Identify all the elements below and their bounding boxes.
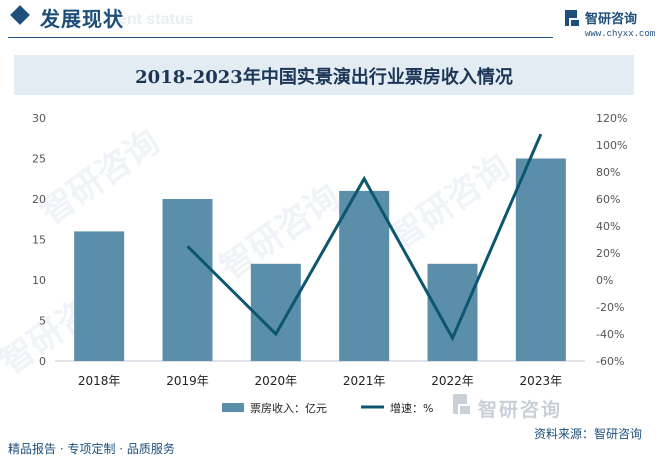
bar (427, 263, 478, 361)
brand-logo-icon (565, 10, 579, 26)
legend-bar-label: 票房收入：亿元 (250, 401, 327, 415)
x-tick-label: 2021年 (343, 374, 386, 388)
header-title: 发展现状 (40, 7, 124, 31)
page-header: ent status 发展现状 (0, 0, 660, 40)
chart-title-banner: 2018-2023年中国实景演出行业票房收入情况 (14, 55, 634, 95)
y-left-tick-label: 20 (32, 193, 46, 206)
y-right-tick-label: -40% (596, 328, 624, 341)
y-right-tick-label: 40% (596, 220, 620, 233)
y-right-tick-label: 80% (596, 166, 620, 179)
bar (74, 231, 125, 361)
y-left-tick-label: 10 (32, 274, 46, 287)
y-right-tick-label: 120% (596, 112, 627, 125)
y-left-tick-label: 30 (32, 112, 46, 125)
header-subtitle: ent status (118, 11, 194, 28)
x-tick-label: 2023年 (520, 374, 563, 388)
bar (250, 263, 301, 361)
bar (339, 190, 390, 361)
y-right-tick-label: 100% (596, 139, 627, 152)
y-left-tick-label: 0 (39, 355, 46, 368)
x-tick-label: 2018年 (78, 374, 121, 388)
growth-rate-line (186, 133, 543, 342)
x-tick-label: 2019年 (166, 374, 209, 388)
footer-logo-icon (453, 394, 470, 414)
legend-line-label: 增速：% (390, 401, 433, 415)
x-tick-label: 2022年 (431, 374, 474, 388)
y-right-tick-label: -60% (596, 355, 624, 368)
data-source: 资料来源：智研咨询 (534, 427, 643, 441)
y-left-tick-label: 15 (32, 234, 46, 247)
y-right-tick-label: -20% (596, 301, 624, 314)
y-right-tick-label: 0% (596, 274, 613, 287)
y-left-tick-label: 25 (32, 153, 46, 166)
footer-tagline: 精品报告 · 专项定制 · 品质服务 (8, 442, 175, 456)
y-right-tick-label: 20% (596, 247, 620, 260)
footer-brand: 智研咨询 (478, 399, 563, 421)
chart-title: 2018-2023年中国实景演出行业票房收入情况 (135, 67, 513, 88)
legend-bar-swatch (222, 403, 244, 412)
x-tick-label: 2020年 (255, 374, 298, 388)
brand-name: 智研咨询 (585, 12, 638, 27)
bar (515, 158, 566, 361)
brand-url: www.chyxx.com (585, 29, 656, 39)
y-right-tick-label: 60% (596, 193, 620, 206)
header-divider (8, 37, 553, 38)
bar (162, 199, 213, 361)
brand-logo: 智研咨询 www.chyxx.com (563, 7, 658, 43)
y-left-tick-label: 5 (39, 315, 46, 328)
